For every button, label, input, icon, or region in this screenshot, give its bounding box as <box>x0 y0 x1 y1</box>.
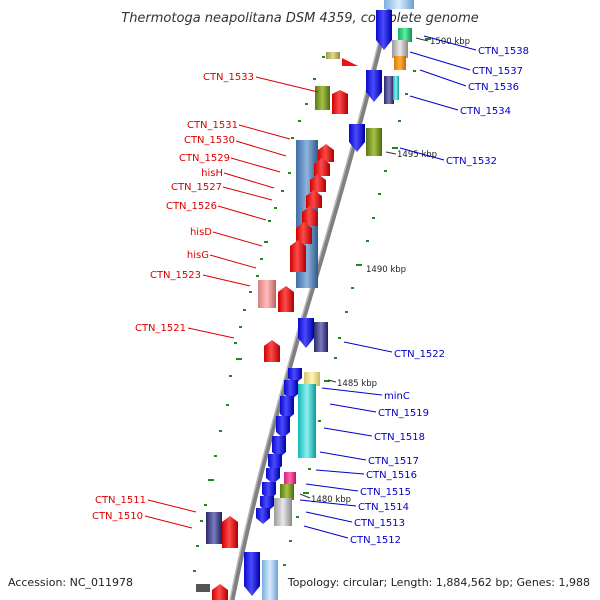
gene-label: CTN_1530 <box>184 135 235 146</box>
gene-label: CTN_1527 <box>171 182 222 193</box>
gene-label: CTN_1516 <box>366 470 417 481</box>
gene-label: CTN_1523 <box>150 270 201 281</box>
feature-column-bottom <box>196 512 278 600</box>
gene-label: CTN_1538 <box>478 46 529 57</box>
chart-title: Thermotoga neapolitana DSM 4359, complet… <box>121 11 479 26</box>
gene-label: CTN_1519 <box>378 408 429 419</box>
gene-label: CTN_1529 <box>179 153 230 164</box>
accession-text: Accession: NC_011978 <box>8 576 133 589</box>
labels-right-text: CTN_1538 CTN_1537 CTN_1536 CTN_1534 CTN_… <box>350 46 529 546</box>
tick-label: 1490 kbp <box>366 265 406 275</box>
gene-label: CTN_1511 <box>95 495 146 506</box>
gene-label: CTN_1522 <box>394 349 445 360</box>
labels-left <box>144 76 319 529</box>
gene-label: hisH <box>201 168 223 179</box>
tick-label: 1495 kbp <box>397 150 437 160</box>
gene-label: CTN_1510 <box>92 511 143 522</box>
gene-label: CTN_1518 <box>374 432 425 443</box>
gene-label: CTN_1514 <box>358 502 409 513</box>
gene-label: CTN_1537 <box>472 66 523 77</box>
gene-label: CTN_1531 <box>187 120 238 131</box>
gene-label: CTN_1533 <box>203 72 254 83</box>
topology-text: Topology: circular; Length: 1,884,562 bp… <box>287 576 590 589</box>
tick-label: 1480 kbp <box>311 495 351 505</box>
gc-marks <box>193 38 431 572</box>
feature-column-left-top <box>258 86 348 362</box>
feature-column-middle <box>256 318 328 526</box>
gene-label: hisG <box>187 250 209 261</box>
gene-label: CTN_1534 <box>460 106 511 117</box>
gene-label: CTN_1536 <box>468 82 519 93</box>
labels-left-text: CTN_1533 CTN_1531 CTN_1530 CTN_1529 hisH… <box>92 72 254 522</box>
gene-label: CTN_1532 <box>446 156 497 167</box>
labels-right <box>299 35 477 539</box>
gene-label: CTN_1513 <box>354 518 405 529</box>
gene-label: CTN_1526 <box>166 201 217 212</box>
position-ticks: 1500 kbp 1495 kbp 1490 kbp 1485 kbp 1480… <box>299 37 470 505</box>
gene-label: CTN_1521 <box>135 323 186 334</box>
tick-label: 1500 kbp <box>430 37 470 47</box>
gene-label: CTN_1512 <box>350 535 401 546</box>
gene-label: CTN_1517 <box>368 456 419 467</box>
feature-column-top <box>326 0 414 156</box>
gene-label: CTN_1515 <box>360 487 411 498</box>
tick-label: 1485 kbp <box>337 379 377 389</box>
gene-label: hisD <box>190 227 212 238</box>
gene-label: minC <box>384 391 410 402</box>
